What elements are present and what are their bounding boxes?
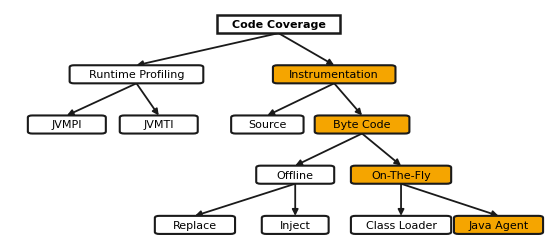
FancyBboxPatch shape	[273, 66, 395, 84]
Text: JVMPI: JVMPI	[52, 120, 82, 130]
FancyBboxPatch shape	[120, 116, 198, 134]
Text: Offline: Offline	[277, 170, 314, 180]
FancyBboxPatch shape	[70, 66, 203, 84]
Text: On-The-Fly: On-The-Fly	[371, 170, 431, 180]
Text: Runtime Profiling: Runtime Profiling	[89, 70, 184, 80]
Text: Instrumentation: Instrumentation	[289, 70, 379, 80]
FancyBboxPatch shape	[351, 166, 451, 184]
FancyBboxPatch shape	[454, 216, 543, 234]
Text: Inject: Inject	[280, 220, 311, 230]
FancyBboxPatch shape	[155, 216, 235, 234]
Text: Java Agent: Java Agent	[468, 220, 529, 230]
FancyBboxPatch shape	[217, 16, 340, 34]
Text: Code Coverage: Code Coverage	[232, 20, 325, 30]
Text: Source: Source	[248, 120, 286, 130]
Text: Replace: Replace	[173, 220, 217, 230]
Text: JVMTI: JVMTI	[144, 120, 174, 130]
FancyBboxPatch shape	[262, 216, 329, 234]
FancyBboxPatch shape	[28, 116, 106, 134]
FancyBboxPatch shape	[351, 216, 451, 234]
FancyBboxPatch shape	[231, 116, 304, 134]
FancyBboxPatch shape	[315, 116, 409, 134]
Text: Byte Code: Byte Code	[333, 120, 391, 130]
Text: Class Loader: Class Loader	[365, 220, 437, 230]
FancyBboxPatch shape	[256, 166, 334, 184]
